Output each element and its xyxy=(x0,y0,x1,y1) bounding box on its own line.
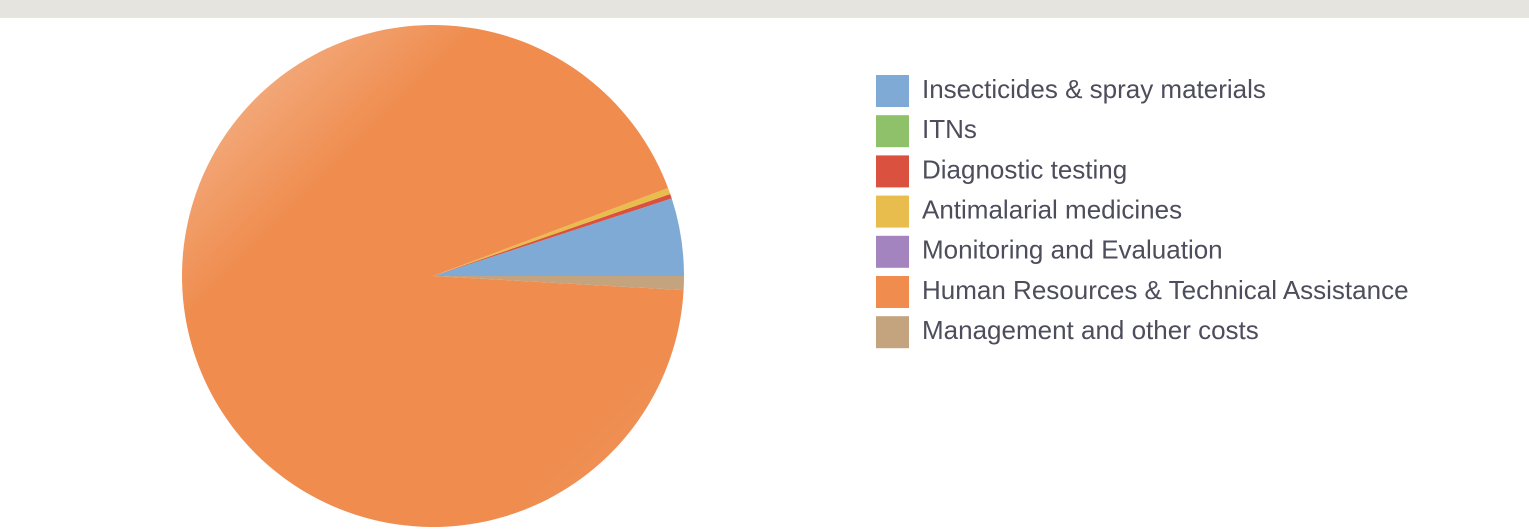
legend-label: Monitoring and Evaluation xyxy=(922,235,1223,265)
legend-label: Antimalarial medicines xyxy=(922,194,1182,224)
pie xyxy=(182,25,684,528)
legend-swatch xyxy=(876,155,909,188)
legend-label: Insecticides & spray materials xyxy=(922,74,1266,104)
legend-swatch xyxy=(876,316,909,349)
legend-swatch xyxy=(876,75,909,107)
legend-swatch xyxy=(876,115,909,148)
legend-label: ITNs xyxy=(922,114,977,144)
legend-swatch xyxy=(876,276,909,308)
legend: Insecticides & spray materials ITNs Diagno… xyxy=(876,74,1409,349)
legend-swatch xyxy=(876,195,909,228)
legend-label: Human Resources & Technical Assistance xyxy=(922,275,1409,305)
legend-label: Diagnostic testing xyxy=(922,154,1127,184)
legend-label: Management and other costs xyxy=(922,315,1259,345)
legend-swatch xyxy=(876,235,909,268)
top-bar xyxy=(0,0,1529,18)
